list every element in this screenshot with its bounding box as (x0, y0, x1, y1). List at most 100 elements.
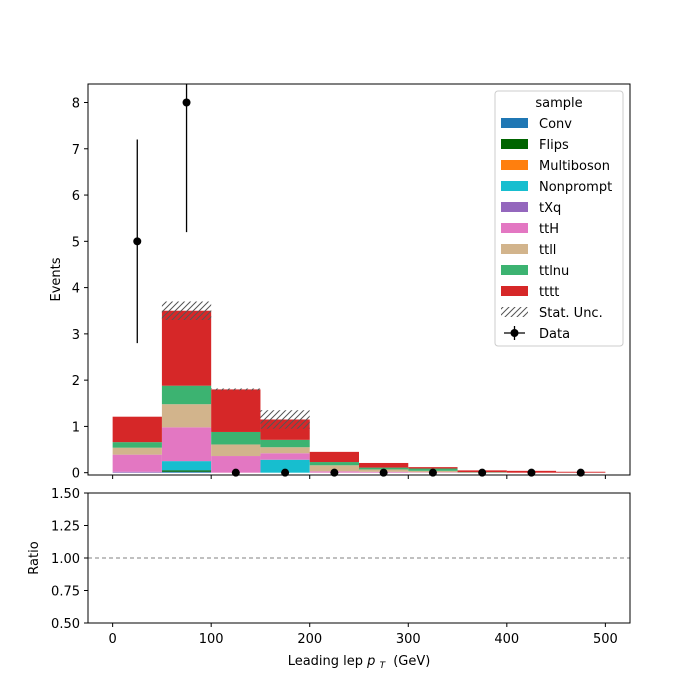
legend-label: ttH (539, 222, 559, 237)
main-y-tick-label-2: 2 (72, 374, 80, 389)
ratio-x-tick-label-4: 400 (494, 632, 519, 647)
legend-items: Conv Flips Multiboson Nonprompt tXq ttH ttll tt… (501, 117, 612, 342)
legend-item-nonprompt: Nonprompt (501, 180, 612, 195)
x-axis-label-subscript: T (380, 661, 387, 671)
legend-swatch (501, 202, 528, 212)
bar-tttt-bin-5 (359, 462, 409, 468)
ratio-x-tick-label-0: 0 (108, 632, 116, 647)
main-plot-frame (87, 83, 631, 476)
ratio-y-tick-label-2: 1.00 (51, 552, 80, 567)
x-axis-label: Leading lep p T (GeV) (288, 654, 431, 672)
legend-swatch (501, 244, 528, 254)
x-axis-label-text: Leading lep (288, 654, 363, 669)
legend-box (494, 90, 624, 347)
legend-item-ttlnu: ttlnu (501, 264, 569, 279)
ratio-x-tick-label-1: 100 (199, 632, 224, 647)
ratio-x-tick-label-2: 200 (297, 632, 322, 647)
legend-swatch (501, 160, 528, 170)
bar-ttll-bin-1 (161, 404, 212, 428)
legend-swatch (501, 118, 528, 128)
ratio-y-axis-label: Ratio (27, 541, 42, 574)
stat-unc-band-bin-2 (211, 388, 261, 391)
legend-item-stat-unc-: Stat. Unc. (501, 306, 603, 321)
ratio-y-tick-label-4: 1.50 (51, 487, 80, 502)
bar-ttll-bin-2 (211, 444, 261, 457)
ratio-y-tick-label-3: 1.25 (51, 520, 80, 535)
ratio-plot-panel: 0 100 200 300 400 500 0.50 0.75 1.00 1.25 1.50 Ra… (27, 487, 631, 672)
legend-item-data: Data (504, 326, 570, 342)
legend-swatch (501, 139, 528, 149)
x-axis-label-symbol: p (366, 654, 375, 669)
main-y-tick-label-0: 0 (72, 467, 80, 482)
legend-label: Data (539, 327, 570, 342)
bar-ttlnu-bin-5 (359, 467, 409, 470)
legend-swatch (501, 223, 528, 233)
ratio-y-tick-label-1: 0.75 (51, 585, 80, 600)
legend-label: Flips (539, 138, 569, 153)
legend-swatch (501, 286, 528, 296)
bar-ttlnu-bin-4 (309, 462, 359, 466)
legend-item-tttt: tttt (501, 285, 559, 300)
legend-label: Conv (539, 117, 572, 132)
bar-flips-bin-1 (161, 470, 212, 472)
bar-ttll-bin-3 (260, 447, 310, 454)
legend-title: sample (535, 96, 582, 111)
ratio-y-tick-label-0: 0.50 (51, 617, 80, 632)
legend-label: Stat. Unc. (539, 306, 603, 321)
bar-tttt-bin-6 (408, 467, 458, 469)
main-y-ticks: 0 1 2 3 4 5 6 7 8 (72, 97, 88, 482)
main-y-tick-label-4: 4 (72, 282, 80, 297)
main-y-tick-label-1: 1 (72, 420, 80, 435)
legend-item-conv: Conv (501, 117, 572, 132)
main-y-tick-label-8: 8 (72, 97, 80, 112)
legend-item-txq: tXq (501, 201, 561, 216)
stat-uncertainty-bands (161, 301, 310, 429)
bar-tttt-bin-4 (309, 451, 359, 463)
legend-label: tXq (539, 201, 561, 216)
legend-label: Multiboson (539, 159, 610, 174)
main-y-tick-label-5: 5 (72, 235, 80, 250)
main-y-tick-label-6: 6 (72, 189, 80, 204)
legend-marker (510, 329, 519, 337)
legend-label: ttlnu (539, 264, 569, 279)
ratio-x-tick-label-3: 300 (396, 632, 421, 647)
ratio-plot-frame (87, 492, 631, 624)
main-y-tick-label-7: 7 (72, 143, 80, 158)
ratio-y-ticks: 0.50 0.75 1.00 1.25 1.50 (51, 487, 88, 632)
bar-tttt-bin-2 (211, 389, 261, 432)
legend-item-ttll: ttll (501, 243, 556, 258)
bar-tth-bin-3 (260, 453, 310, 460)
bar-nonprompt-bin-1 (161, 461, 212, 471)
data-point-1 (182, 98, 191, 107)
bar-ttlnu-bin-1 (161, 385, 212, 405)
legend-label: Nonprompt (539, 180, 612, 195)
data-points (133, 84, 585, 477)
main-plot-panel: 0 1 2 3 4 5 6 7 8 Events (49, 83, 631, 482)
bar-txq-bin-0 (112, 471, 162, 473)
bar-tth-bin-0 (112, 454, 162, 472)
bar-conv-bin-1 (161, 471, 212, 473)
bar-ttll-bin-0 (112, 447, 162, 455)
stat-unc-band-bin-3 (260, 410, 310, 429)
main-x-ticks (112, 475, 606, 479)
data-point-0 (133, 237, 142, 246)
bar-ttlnu-bin-3 (260, 439, 310, 448)
legend-label: ttll (539, 243, 556, 258)
bar-tttt-bin-0 (112, 416, 162, 443)
bar-nonprompt-bin-3 (260, 459, 310, 473)
bar-ttlnu-bin-0 (112, 442, 162, 448)
legend-label: tttt (539, 285, 559, 300)
legend-item-multiboson: Multiboson (501, 159, 610, 174)
legend-swatch (501, 265, 528, 275)
ratio-x-ticks: 0 100 200 300 400 500 (108, 623, 618, 647)
main-y-tick-label-3: 3 (72, 328, 80, 343)
y-axis-label: Events (49, 257, 64, 301)
ratio-x-tick-label-5: 500 (593, 632, 618, 647)
bar-tth-bin-2 (211, 456, 261, 473)
legend-item-flips: Flips (501, 138, 569, 153)
stat-unc-band-bin-1 (161, 301, 212, 320)
legend-item-tth: ttH (501, 222, 559, 237)
bar-ttlnu-bin-2 (211, 431, 261, 445)
bar-ttll-bin-4 (309, 465, 359, 472)
bar-tttt-bin-1 (161, 310, 212, 386)
